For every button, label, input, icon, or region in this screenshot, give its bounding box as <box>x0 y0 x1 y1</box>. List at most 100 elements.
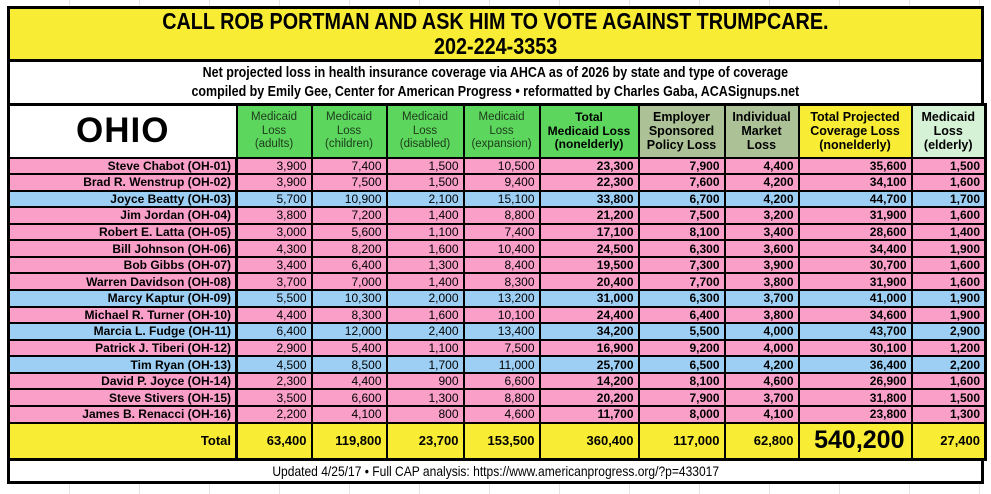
value-cell: 5,400 <box>310 338 388 358</box>
value-cell: 5,700 <box>235 189 313 209</box>
update-footnote: Updated 4/25/17 • Full CAP analysis: htt… <box>7 458 984 484</box>
table-row: Steve Stivers (OH-15) 3,500 6,600 1,300 8,80… <box>7 388 987 407</box>
district-name: Marcy Kaptur (OH-09) <box>7 289 238 308</box>
value-cell: 7,400 <box>310 156 388 176</box>
table-row: Jim Jordan (OH-04) 3,800 7,200 1,400 8,800 21… <box>7 206 987 225</box>
value-cell: 12,000 <box>310 322 388 341</box>
value-cell: 30,100 <box>797 338 913 358</box>
value-cell: 4,400 <box>310 371 388 391</box>
district-name: Steve Stivers (OH-15) <box>7 388 238 407</box>
value-cell: 5,500 <box>235 289 313 308</box>
district-name: Tim Ryan (OH-13) <box>7 355 238 374</box>
value-cell: 8,100 <box>637 222 726 242</box>
table-row: Joyce Beatty (OH-03) 5,700 10,900 2,100 15,1… <box>7 189 987 209</box>
value-cell: 4,100 <box>310 404 388 424</box>
total-value-cell: 23,700 <box>385 421 465 461</box>
value-cell: 3,000 <box>235 222 313 242</box>
value-cell: 2,200 <box>910 355 987 374</box>
value-cell: 9,200 <box>637 338 726 358</box>
value-cell: 34,400 <box>797 239 913 258</box>
value-cell: 4,600 <box>723 371 800 391</box>
value-cell: 24,400 <box>538 305 640 325</box>
total-label: Total <box>7 421 238 461</box>
table-row: James B. Renacci (OH-16) 2,200 4,100 800 4,6… <box>7 404 987 424</box>
value-cell: 3,900 <box>235 173 313 192</box>
column-header-medicaid-expansion: Medicaid Loss (expansion) <box>462 103 541 159</box>
value-cell: 3,900 <box>235 156 313 176</box>
value-cell: 7,000 <box>310 272 388 291</box>
value-cell: 7,200 <box>310 206 388 225</box>
value-cell: 11,700 <box>538 404 640 424</box>
value-cell: 3,800 <box>723 272 800 291</box>
page: CALL ROB PORTMAN AND ASK HIM TO VOTE AGA… <box>7 6 987 484</box>
value-cell: 3,700 <box>723 289 800 308</box>
value-cell: 31,800 <box>797 388 913 407</box>
value-cell: 1,300 <box>385 255 465 275</box>
district-name: Michael R. Turner (OH-10) <box>7 305 238 325</box>
value-cell: 4,400 <box>723 156 800 176</box>
value-cell: 20,400 <box>538 272 640 291</box>
value-cell: 3,400 <box>723 222 800 242</box>
value-cell: 1,600 <box>910 255 987 275</box>
value-cell: 4,300 <box>235 239 313 258</box>
table-row: Robert E. Latta (OH-05) 3,000 5,600 1,100 7,… <box>7 222 987 242</box>
table-row: Bill Johnson (OH-06) 4,300 8,200 1,600 10,40… <box>7 239 987 258</box>
banner-line-1: CALL ROB PORTMAN AND ASK HIM TO VOTE AGA… <box>10 9 981 34</box>
call-to-action-banner: CALL ROB PORTMAN AND ASK HIM TO VOTE AGA… <box>7 6 984 62</box>
value-cell: 1,100 <box>385 338 465 358</box>
value-cell: 30,700 <box>797 255 913 275</box>
value-cell: 800 <box>385 404 465 424</box>
district-name: Joyce Beatty (OH-03) <box>7 189 238 209</box>
value-cell: 4,400 <box>235 305 313 325</box>
value-cell: 44,700 <box>797 189 913 209</box>
value-cell: 10,100 <box>462 305 541 325</box>
column-header-medicaid-elderly: Medicaid Loss (elderly) <box>910 103 987 159</box>
value-cell: 4,200 <box>723 173 800 192</box>
subtitle-line-1: Net projected loss in health insurance c… <box>10 64 981 83</box>
table-body: Steve Chabot (OH-01) 3,900 7,400 1,500 10,50… <box>7 156 987 424</box>
value-cell: 1,900 <box>910 289 987 308</box>
banner-headline: CALL ROB PORTMAN AND ASK HIM TO VOTE AGA… <box>162 8 829 34</box>
value-cell: 10,900 <box>310 189 388 209</box>
column-header-total-projected: Total Projected Coverage Loss (nonelderly) <box>797 103 913 159</box>
total-row: Total 63,400 119,800 23,700 153,500 360,400 11… <box>7 421 987 461</box>
table-row: Warren Davidson (OH-08) 3,700 7,000 1,400 8,… <box>7 272 987 291</box>
table-row: David P. Joyce (OH-14) 2,300 4,400 900 6,600… <box>7 371 987 391</box>
value-cell: 17,100 <box>538 222 640 242</box>
value-cell: 1,500 <box>385 156 465 176</box>
value-cell: 6,600 <box>462 371 541 391</box>
value-cell: 1,500 <box>910 156 987 176</box>
value-cell: 10,400 <box>462 239 541 258</box>
coverage-loss-table: OHIO Medicaid Loss (adults) Medicaid Loss (ch… <box>7 103 987 461</box>
subtitle-line-2: compiled by Emily Gee, Center for Americ… <box>10 83 981 102</box>
table-row: Bob Gibbs (OH-07) 3,400 6,400 1,300 8,400 19,… <box>7 255 987 275</box>
update-text: Updated 4/25/17 • Full CAP analysis: htt… <box>272 463 719 479</box>
table-row: Tim Ryan (OH-13) 4,500 8,500 1,700 11,000 25,… <box>7 355 987 374</box>
value-cell: 6,600 <box>310 388 388 407</box>
value-cell: 4,200 <box>723 189 800 209</box>
subtitle-block: Net projected loss in health insurance c… <box>7 59 984 106</box>
value-cell: 10,300 <box>310 289 388 308</box>
value-cell: 1,900 <box>910 305 987 325</box>
value-cell: 31,000 <box>538 289 640 308</box>
value-cell: 2,900 <box>910 322 987 341</box>
total-value-cell: 27,400 <box>910 421 987 461</box>
value-cell: 3,600 <box>723 239 800 258</box>
value-cell: 36,400 <box>797 355 913 374</box>
district-name: Brad R. Wenstrup (OH-02) <box>7 173 238 192</box>
value-cell: 15,100 <box>462 189 541 209</box>
value-cell: 1,600 <box>385 239 465 258</box>
value-cell: 9,400 <box>462 173 541 192</box>
value-cell: 6,700 <box>637 189 726 209</box>
value-cell: 3,500 <box>235 388 313 407</box>
value-cell: 4,100 <box>723 404 800 424</box>
value-cell: 34,100 <box>797 173 913 192</box>
value-cell: 6,300 <box>637 289 726 308</box>
value-cell: 1,400 <box>385 272 465 291</box>
value-cell: 8,300 <box>462 272 541 291</box>
table-row: Marcia L. Fudge (OH-11) 6,400 12,000 2,400 1… <box>7 322 987 341</box>
value-cell: 1,400 <box>385 206 465 225</box>
value-cell: 1,900 <box>910 239 987 258</box>
value-cell: 1,100 <box>385 222 465 242</box>
value-cell: 2,300 <box>235 371 313 391</box>
